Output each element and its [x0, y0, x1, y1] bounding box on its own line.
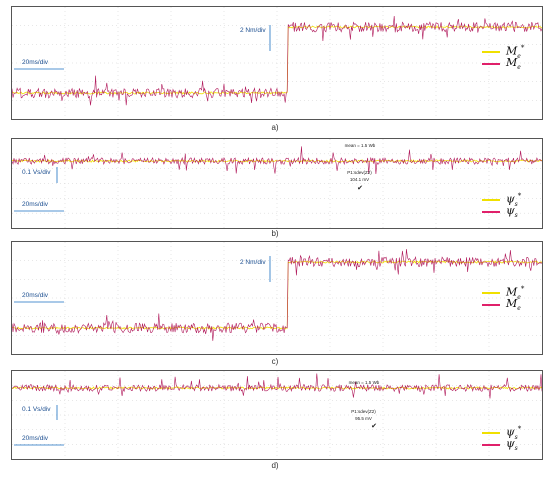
trace-plot-d: [12, 371, 542, 459]
trace-plot-c: [12, 242, 542, 354]
panel-label-a: a): [271, 123, 279, 132]
legend-entry-reference: Me*: [480, 44, 536, 60]
legend-entry-measured: Me: [480, 297, 536, 313]
panel-label-b: b): [271, 229, 279, 238]
measured-trace: [12, 15, 542, 106]
trace-plot-b: [12, 139, 542, 228]
legend: Me* Me: [480, 285, 536, 313]
measured-trace: [12, 146, 542, 175]
legend-entry-measured: ψs: [480, 204, 536, 220]
panel-label-c: c): [271, 357, 279, 366]
legend-swatch-reference: [482, 51, 500, 53]
legend-swatch-reference: [482, 432, 500, 434]
scale-arrows: [14, 256, 271, 303]
legend-label-measured: ψs: [506, 204, 518, 220]
measured-trace: [12, 249, 542, 341]
measurement-label: P1:sdev(Z2): [347, 170, 372, 175]
legend-label-measured: Me: [506, 297, 521, 313]
legend: Me* Me: [480, 44, 536, 72]
scale-arrows: [14, 25, 271, 70]
legend-swatch-measured: [482, 444, 500, 446]
time-scale-label: 20ms/div: [22, 201, 49, 208]
legend: ψs* ψs: [480, 192, 536, 220]
legend-entry-measured: ψs: [480, 437, 536, 453]
legend-label-measured: Me: [506, 56, 521, 72]
checkmark-icon: ✔: [371, 423, 377, 430]
measured-trace: [12, 373, 542, 399]
legend-label-reference: Me*: [506, 285, 525, 301]
scope-panel-a: 20ms/div 2 Nm/div Me* Me: [11, 6, 543, 120]
time-scale-label: 20ms/div: [22, 59, 49, 66]
scale-arrows: [14, 405, 64, 446]
legend-entry-reference: Me*: [480, 285, 536, 301]
graticule: [12, 242, 542, 354]
graticule: [12, 371, 542, 459]
scope-panel-c: 2 Nm/div 20ms/div Me* Me: [11, 241, 543, 355]
legend-label-reference: ψs*: [506, 425, 522, 441]
checkmark-icon: ✔: [357, 185, 363, 192]
time-scale-label: 20ms/div: [22, 292, 49, 299]
scale-arrows: [14, 167, 64, 212]
legend: ψs* ψs: [480, 425, 536, 453]
time-scale-label: 20ms/div: [22, 435, 49, 442]
amplitude-scale-label: 0.1 Vs/div: [22, 169, 51, 176]
reference-trace: [12, 260, 542, 330]
legend-label-reference: Me*: [506, 44, 525, 60]
measurement-value: 95.5 mV: [355, 416, 372, 421]
legend-entry-measured: Me: [480, 56, 536, 72]
amplitude-scale-label: 2 Nm/div: [240, 27, 266, 34]
scope-panel-d: 0.1 Vs/div 20ms/div mean = 1.5 Wb P1:sde…: [11, 370, 543, 460]
panel-label-d: d): [271, 461, 279, 470]
legend-swatch-reference: [482, 199, 500, 201]
legend-swatch-reference: [482, 292, 500, 294]
legend-swatch-measured: [482, 63, 500, 65]
trace-plot-a: [12, 7, 542, 119]
legend-entry-reference: ψs*: [480, 192, 536, 208]
amplitude-scale-label: 0.1 Vs/div: [22, 406, 51, 413]
graticule: [12, 139, 542, 228]
legend-label-measured: ψs: [506, 437, 518, 453]
amplitude-scale-label: 2 Nm/div: [240, 259, 266, 266]
measurement-mean: mean = 1.5 Wb: [344, 143, 376, 148]
graticule: [12, 7, 542, 119]
legend-swatch-measured: [482, 304, 500, 306]
measurement-label: P1:sdev(Z2): [351, 409, 376, 414]
legend-label-reference: ψs*: [506, 192, 522, 208]
scope-panel-b: 0.1 Vs/div 20ms/div mean = 1.5 Wb P1:sde…: [11, 138, 543, 229]
measurement-value: 104.1 mV: [349, 177, 370, 182]
measurement-mean: mean = 1.5 Wb: [348, 380, 380, 385]
legend-entry-reference: ψs*: [480, 425, 536, 441]
legend-swatch-measured: [482, 211, 500, 213]
